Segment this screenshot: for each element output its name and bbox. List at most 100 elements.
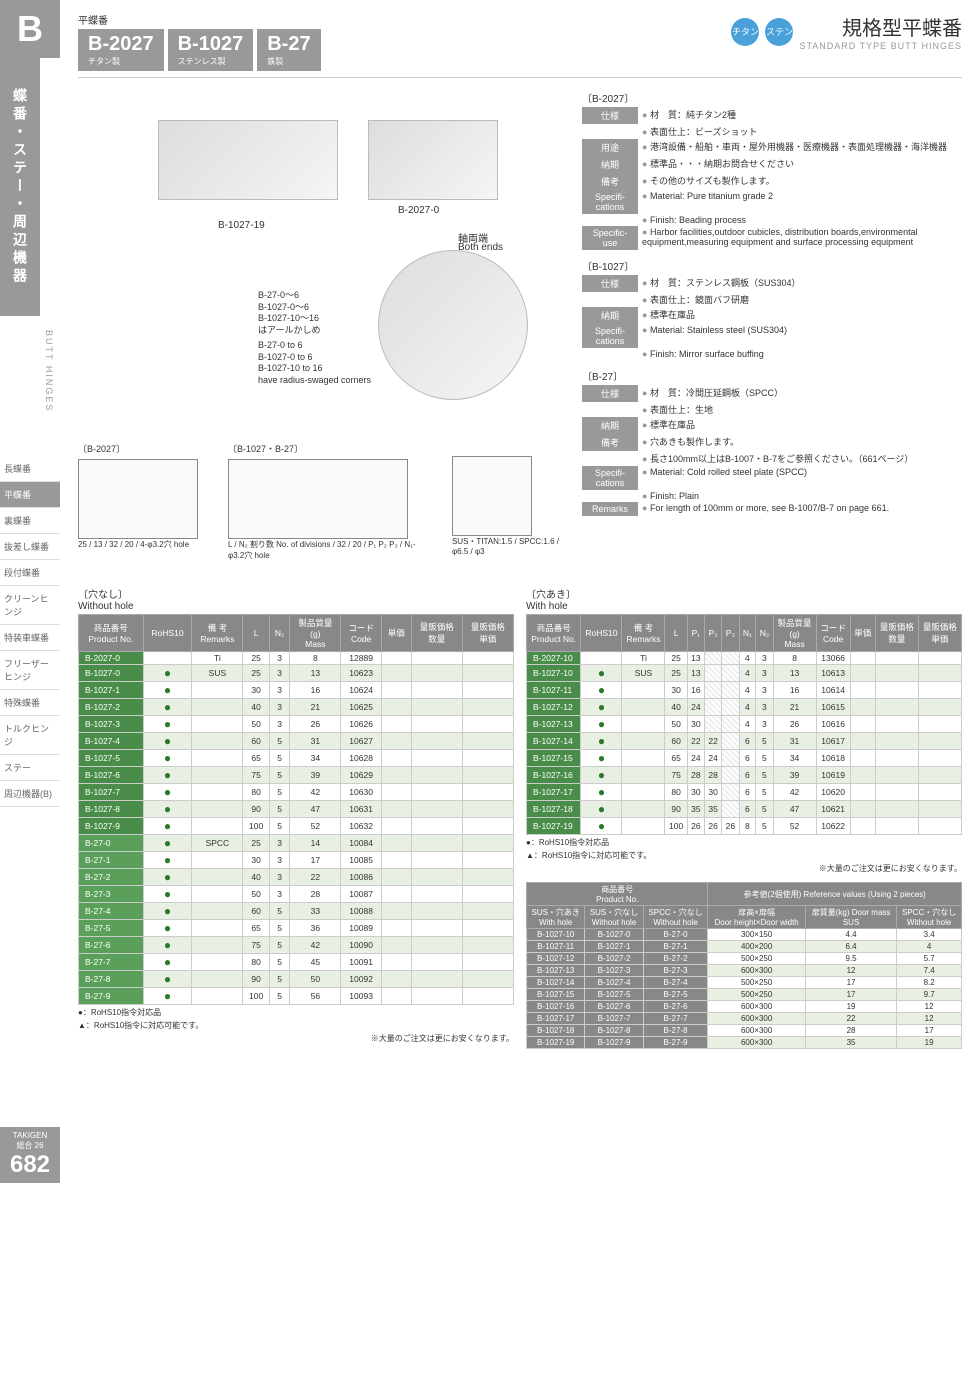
rohs-mark: ● — [143, 988, 192, 1005]
table-cell: 4 — [739, 652, 756, 665]
sidebar-item[interactable]: 裏蝶番 — [0, 508, 60, 534]
ref-cell: B-27-4 — [643, 977, 708, 989]
table-cell: 75 — [243, 767, 269, 784]
table-header: RoHS10 — [581, 615, 622, 652]
table-cell: 10085 — [341, 852, 381, 869]
note-jp: B-27-0～6 B-1027-0～6 B-1027-10～16 はアールかしめ — [258, 290, 320, 337]
table-cell: 25 — [243, 665, 269, 682]
remarks — [192, 682, 243, 699]
table-cell: 50 — [243, 886, 269, 903]
ref-cell: B-1027-19 — [527, 1037, 585, 1049]
table-cell: 10619 — [816, 767, 850, 784]
ref-cell: B-27-1 — [643, 941, 708, 953]
product-code-box: B-27鉄製 — [257, 29, 320, 71]
ref-cell: B-27-9 — [643, 1037, 708, 1049]
remarks — [622, 699, 665, 716]
table-header: 商品番号Product No. — [79, 615, 144, 652]
table-cell: 3 — [269, 835, 289, 852]
product-number: B-1027-7 — [79, 784, 144, 801]
diagram2 — [228, 459, 408, 539]
product-number: B-1027-15 — [527, 750, 581, 767]
both-ends-en: Both ends — [458, 242, 503, 253]
title-en: STANDARD TYPE BUTT HINGES — [799, 41, 962, 51]
product-number: B-27-3 — [79, 886, 144, 903]
remarks: Ti — [192, 652, 243, 665]
sidebar-item[interactable]: 抜差し蝶番 — [0, 534, 60, 560]
ref-cell: B-27-8 — [643, 1025, 708, 1037]
footnote-bulk: ※大量のご注文は更にお安くなります。 — [78, 1033, 514, 1044]
ref-cell: B-1027-15 — [527, 989, 585, 1001]
footnote-rohs: ●：RoHS10指令対応品 — [78, 1007, 514, 1018]
ref-cell: 17 — [805, 989, 896, 1001]
table-cell — [722, 699, 739, 716]
table-cell: 10087 — [341, 886, 381, 903]
rohs-mark: ● — [143, 903, 192, 920]
table-cell: 3 — [269, 716, 289, 733]
ref-cell: B-1027-0 — [585, 929, 643, 941]
table-cell: 47 — [773, 801, 816, 818]
sidebar-item[interactable]: フリーザーヒンジ — [0, 651, 60, 690]
remarks: Ti — [622, 652, 665, 665]
product-number: B-1027-12 — [527, 699, 581, 716]
footnote-rohs-2: ●：RoHS10指令対応品 — [526, 837, 962, 848]
table-cell: 22 — [687, 733, 704, 750]
table-cell: 13066 — [816, 652, 850, 665]
sidebar-item[interactable]: 特殊蝶番 — [0, 690, 60, 716]
sidebar-item[interactable]: 特装車蝶番 — [0, 625, 60, 651]
ref-table-row: B-1027-10B-1027-0B-27-0300×1504.43.4 — [527, 929, 962, 941]
rohs-mark — [581, 652, 622, 665]
table-cell: 13 — [290, 665, 341, 682]
table-cell: 45 — [290, 954, 341, 971]
table-cell — [722, 682, 739, 699]
ref-cell: B-27-3 — [643, 965, 708, 977]
remarks — [622, 818, 665, 835]
table-cell: 10629 — [341, 767, 381, 784]
table-cell: 14 — [290, 835, 341, 852]
sidebar-item[interactable]: 周辺機器(B) — [0, 781, 60, 807]
rohs-mark: ● — [143, 886, 192, 903]
sidebar-item[interactable]: トルクヒンジ — [0, 716, 60, 755]
product-number: B-1027-1 — [79, 682, 144, 699]
table-cell: 10623 — [341, 665, 381, 682]
sidebar-item[interactable]: 平蝶番 — [0, 482, 60, 508]
ref-cell: 500×250 — [708, 989, 805, 1001]
table-cell: 5 — [756, 801, 773, 818]
table-cell: 16 — [773, 682, 816, 699]
table-cell: 10621 — [816, 801, 850, 818]
ref-cell: B-1027-10 — [527, 929, 585, 941]
table-cell: 50 — [290, 971, 341, 988]
table-cell: 10630 — [341, 784, 381, 801]
product-number: B-1027-14 — [527, 733, 581, 750]
ref-table-row: B-1027-12B-1027-2B-27-2500×2509.55.7 — [527, 953, 962, 965]
table-row: B-1027-0●SUS2531310623 — [79, 665, 514, 682]
table-row: B-1027-7●8054210630 — [79, 784, 514, 801]
table-row: B-1027-1●3031610624 — [79, 682, 514, 699]
sidebar-item[interactable]: クリーンヒンジ — [0, 586, 60, 625]
sidebar-item[interactable]: 段付蝶番 — [0, 560, 60, 586]
table2-title-en: With hole — [526, 601, 568, 612]
table-cell: 10617 — [816, 733, 850, 750]
table-cell: 3 — [756, 699, 773, 716]
table-cell: 3 — [269, 652, 289, 665]
product-number: B-1027-8 — [79, 801, 144, 818]
table-header: コードCode — [341, 615, 381, 652]
sidebar-item[interactable]: ステー — [0, 755, 60, 781]
ref-table-row: B-1027-19B-1027-9B-27-9600×3003519 — [527, 1037, 962, 1049]
table-row: B-1027-8●9054710631 — [79, 801, 514, 818]
table-cell: 16 — [290, 682, 341, 699]
badge-sus: ステンレス — [765, 18, 793, 46]
table-cell: 5 — [269, 937, 289, 954]
spec-block: 〔B-1027〕仕様材 質：ステンレス鋼板（SUS304）表面仕上：鏡面バフ研磨… — [582, 258, 962, 360]
table-row: B-1027-3●5032610626 — [79, 716, 514, 733]
table-header: 量販価格単価 — [462, 615, 513, 652]
table-cell: 8 — [739, 818, 756, 835]
table-cell: 75 — [665, 767, 687, 784]
remarks — [192, 733, 243, 750]
remarks — [622, 750, 665, 767]
ref-cell: 400×200 — [708, 941, 805, 953]
sidebar-item[interactable]: 長蝶番 — [0, 456, 60, 482]
table-cell: 3 — [269, 665, 289, 682]
diagram3 — [452, 456, 532, 536]
table-row: B-27-0●SPCC2531410084 — [79, 835, 514, 852]
table-cell — [704, 682, 721, 699]
